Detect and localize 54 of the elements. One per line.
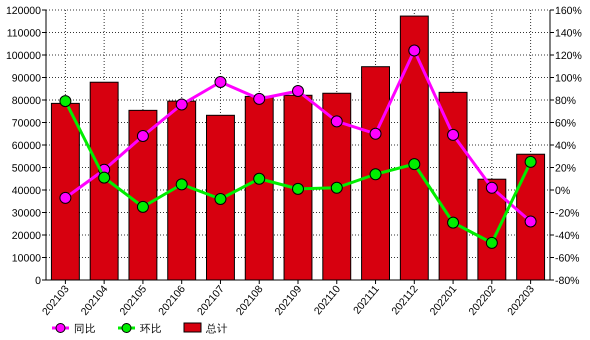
y-tick-label: 60000 [12, 140, 42, 152]
point [330, 182, 343, 194]
point [447, 216, 460, 229]
y2-tick-label: 40% [555, 140, 576, 152]
point [408, 158, 420, 170]
y2-tick-label: 100% [555, 72, 582, 84]
point [408, 44, 420, 56]
point [253, 92, 266, 105]
y2-tick-label: -80% [555, 275, 580, 287]
y2-tick-label: -20% [555, 208, 580, 220]
y2-tick-label: 0% [555, 185, 570, 197]
point [447, 128, 460, 141]
point [292, 85, 304, 97]
point [370, 128, 382, 140]
y-tick-label: 20000 [12, 230, 42, 242]
y2-tick-label: -60% [555, 252, 580, 264]
point [98, 172, 110, 184]
point [370, 168, 382, 180]
point [176, 98, 188, 110]
y2-tick-label: 160% [555, 5, 582, 17]
y-tick-label: 80000 [12, 95, 42, 107]
point [486, 236, 498, 249]
y-tick-label: 40000 [12, 185, 42, 197]
point [486, 182, 498, 194]
point [214, 193, 226, 205]
point [59, 192, 72, 204]
point [330, 115, 343, 128]
y2-tick-label: 140% [555, 28, 582, 40]
y2-tick-label: 60% [555, 118, 576, 130]
point [524, 216, 537, 228]
y2-tick-label: 120% [555, 50, 582, 62]
point [253, 172, 266, 185]
y2-tick-label: 80% [555, 95, 576, 107]
point [59, 95, 72, 108]
y-tick-label: 30000 [12, 208, 42, 220]
point [176, 178, 188, 190]
y-tick-label: 50000 [12, 162, 42, 174]
y-tick-label: 120000 [6, 5, 42, 17]
y2-tick-label: -40% [555, 230, 580, 242]
point [136, 200, 149, 213]
legend-label: 环比 [140, 322, 162, 335]
y2-tick-label: 20% [555, 162, 576, 174]
legend-label: 同比 [74, 322, 96, 335]
legend-label: 总计 [205, 322, 228, 335]
y-tick-label: 100000 [6, 50, 42, 62]
y-tick-label: 90000 [12, 72, 42, 84]
point [214, 76, 226, 88]
y-tick-label: 0 [35, 275, 42, 287]
y-tick-label: 70000 [12, 118, 42, 130]
point [292, 182, 304, 195]
point [136, 130, 149, 142]
y-tick-label: 110000 [6, 28, 42, 40]
y-tick-label: 10000 [12, 252, 42, 264]
point [524, 156, 537, 168]
